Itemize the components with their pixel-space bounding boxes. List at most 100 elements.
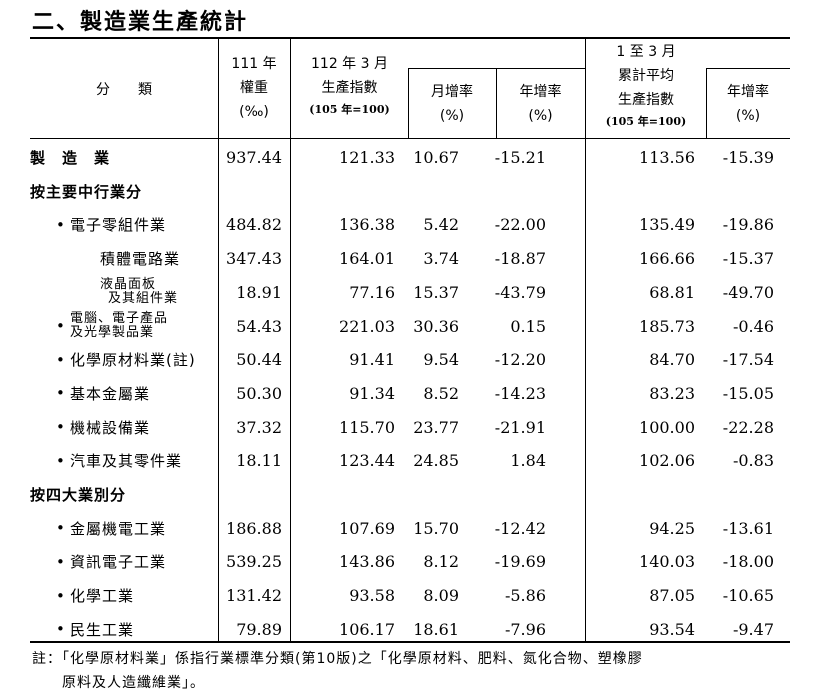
cell-mom: 10.67 [413,148,459,167]
table-row: • 化學工業 131.42 93.58 8.09 -5.86 87.05 -10.65 [30,579,790,612]
cell-yoy: 1.84 [510,451,546,471]
cell-yoy: -12.42 [494,518,546,538]
cell-cum-yoy: -15.39 [722,148,774,167]
header-cum-yoy: 年增率 (%) [706,80,790,128]
footnote: 註：「化學原材料業」係指行業標準分類(第10版)之「化學原材料、肥料、氮化合物、… [32,647,802,695]
table-row: 按主要中行業分 [30,175,790,208]
cell-yoy: -5.86 [504,586,546,606]
cell-yoy: -18.87 [494,249,546,269]
row-label: 民生工業 [70,620,135,639]
cell-cum-yoy: -0.83 [732,451,774,471]
row-label: 化學工業 [70,587,135,606]
row-category: • 基本金屬業 [56,377,150,410]
row-category: • 電子零組件業 [56,208,166,241]
row-category: 按主要中行業分 [30,175,142,208]
cell-cum-yoy: -15.05 [722,383,774,403]
row-label-line1: 電腦、電子產品 [70,311,169,326]
table-row: 按四大業別分 [30,478,790,511]
cell-mom: 18.61 [413,619,459,639]
row-category: • 機械設備業 [56,411,150,444]
cell-weight: 347.43 [226,249,282,269]
bullet-icon: • [56,451,66,470]
cell-cum-yoy: -10.65 [722,586,774,606]
header-index-line2: 生產指數 [321,80,378,96]
cell-mom: 9.54 [423,350,459,370]
header-weight-line2: 權重 [240,80,268,96]
cell-cum-index: 166.66 [639,249,695,269]
header-category: 分 類 [30,78,218,102]
row-label: 機械設備業 [70,418,151,437]
cell-weight: 131.42 [226,586,282,606]
cell-weight: 18.11 [236,451,282,471]
cell-cum-yoy: -15.37 [722,249,774,269]
cell-cum-yoy: -19.86 [722,215,774,235]
cell-weight: 484.82 [226,215,282,235]
cell-cum-yoy: -13.61 [722,518,774,538]
row-category: • 民生工業 [56,613,134,646]
header-cum-line3: 生產指數 [618,92,674,108]
cell-index: 91.41 [349,350,395,370]
cell-cum-index: 102.06 [639,451,695,471]
cell-mom: 8.12 [423,552,459,572]
row-label: 按主要中行業分 [30,182,143,201]
cell-weight: 539.25 [226,552,282,572]
row-label: 電子零組件業 [70,216,167,235]
cell-cum-yoy: -18.00 [722,552,774,572]
column-divider-2 [290,37,291,642]
cell-cum-yoy: -22.28 [722,417,774,437]
header-mom: 月增率 (%) [408,80,496,128]
cell-yoy: -19.69 [494,552,546,572]
header-mom-line2: (%) [439,108,465,124]
cell-yoy: -43.79 [494,282,546,302]
cell-cum-index: 140.03 [639,552,695,572]
header-weight-line1: 111 年 [231,56,277,72]
row-label: 製 造 業 [30,149,111,167]
header-sub-divider-3 [706,68,707,138]
row-label: 基本金屬業 [70,384,151,403]
cell-weight: 50.30 [236,383,282,403]
bullet-icon: • [56,350,66,369]
cell-cum-index: 68.81 [649,282,695,302]
row-category: • 資訊電子工業 [56,545,166,578]
table-row: 製 造 業 937.44 121.33 10.67 -15.21 113.56 -15.39 [30,141,790,174]
cell-weight: 937.44 [226,148,282,167]
row-category: • 化學工業 [56,579,134,612]
bullet-icon: • [56,586,66,605]
cell-index: 164.01 [339,249,395,269]
table-row: • 汽車及其零件業 18.11 123.44 24.85 1.84 102.06 -0.83 [30,444,790,477]
table-row: 積體電路業 347.43 164.01 3.74 -18.87 166.66 -15.37 [30,242,790,275]
header-bottom-rule [30,138,790,139]
cell-mom: 8.09 [423,586,459,606]
cell-cum-yoy: -0.46 [732,316,774,336]
cell-weight: 37.32 [236,417,282,437]
cell-index: 93.58 [349,586,395,606]
bullet-icon: • [56,519,66,538]
cell-cum-yoy: -9.47 [732,619,774,639]
cell-cum-index: 113.56 [639,148,695,167]
table-bottom-rule [30,641,790,643]
header-sub-divider-2 [496,68,497,138]
bullet-icon: • [56,384,66,403]
cell-yoy: -21.91 [494,417,546,437]
header-cum-yoy-line2: (%) [735,108,761,124]
cell-mom: 15.70 [413,518,459,538]
header-mom-line1: 月增率 [431,84,473,100]
cell-index: 121.33 [339,148,395,167]
cell-weight: 50.44 [236,350,282,370]
cell-cum-index: 100.00 [639,417,695,437]
header-cum-line2: 累計平均 [618,68,674,84]
cell-cum-yoy: -17.54 [722,350,774,370]
cell-index: 143.86 [339,552,395,572]
cell-mom: 5.42 [423,215,459,235]
cell-cum-index: 84.70 [649,350,695,370]
row-category: • 汽車及其零件業 [56,444,182,477]
row-label: 液晶面板 及其組件業 [100,278,178,306]
bullet-icon: • [56,418,66,437]
header-cum-base: (105 年=100) [605,115,687,128]
cell-yoy: -22.00 [494,215,546,235]
cell-index: 136.38 [339,215,395,235]
header-category-label: 分 類 [96,82,152,98]
table-row: • 基本金屬業 50.30 91.34 8.52 -14.23 83.23 -15.05 [30,377,790,410]
row-category: • 化學原材料業(註) [56,343,196,376]
page-title: 二、製造業生產統計 [32,10,249,35]
